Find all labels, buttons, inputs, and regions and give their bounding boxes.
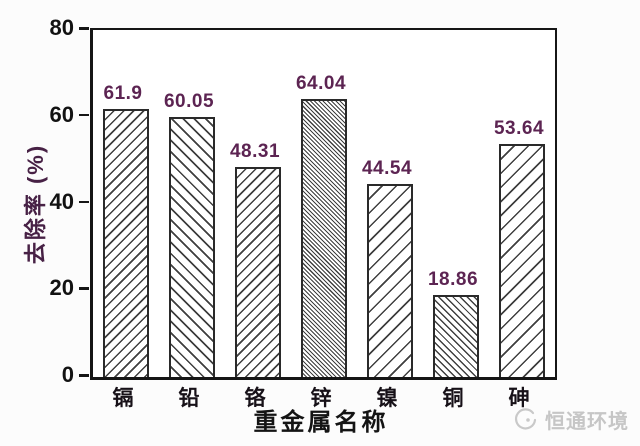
- bar-5: [367, 184, 413, 377]
- y-tick-label: 80: [49, 15, 74, 40]
- x-tick-label: 铅: [178, 387, 200, 410]
- plot-area: [90, 28, 557, 380]
- x-tick-label: 锌: [310, 387, 332, 410]
- bar-1: [103, 109, 149, 377]
- x-tick-label: 铬: [244, 387, 266, 410]
- x-tick-label: 铜: [442, 387, 464, 410]
- y-tick-mark: [79, 27, 89, 30]
- bar-value-label: 64.04: [295, 73, 347, 94]
- bar-6: [433, 295, 479, 377]
- bar-4: [301, 99, 347, 377]
- bar-value-label: 60.05: [163, 91, 215, 112]
- bar-value-label: 61.9: [103, 83, 143, 104]
- y-tick-mark: [79, 374, 89, 377]
- y-tick-mark: [79, 113, 89, 117]
- bar-value-label: 53.64: [493, 118, 545, 139]
- bar-value-label: 44.54: [361, 158, 413, 179]
- y-tick-label: 0: [61, 362, 74, 387]
- y-tick-label: 40: [49, 188, 74, 214]
- bar-3: [235, 167, 281, 377]
- watermark-circle-logo: [515, 407, 537, 429]
- bar-2: [169, 117, 215, 377]
- x-axis-title: 重金属名称: [253, 409, 389, 436]
- watermark-label: 恒通环境: [545, 411, 629, 433]
- bar-value-label: 48.31: [229, 141, 281, 162]
- bar-value-label: 18.86: [427, 269, 479, 290]
- x-tick-label: 镉: [112, 387, 134, 410]
- y-tick-label: 60: [49, 101, 74, 127]
- y-tick-label: 20: [49, 275, 74, 301]
- bar-7: [499, 144, 545, 377]
- watermark: 恒通环境: [512, 405, 629, 434]
- x-tick-label: 砷: [508, 387, 530, 410]
- x-tick-label: 镍: [376, 387, 398, 410]
- y-tick-mark: [79, 200, 89, 203]
- y-tick-mark: [79, 287, 89, 290]
